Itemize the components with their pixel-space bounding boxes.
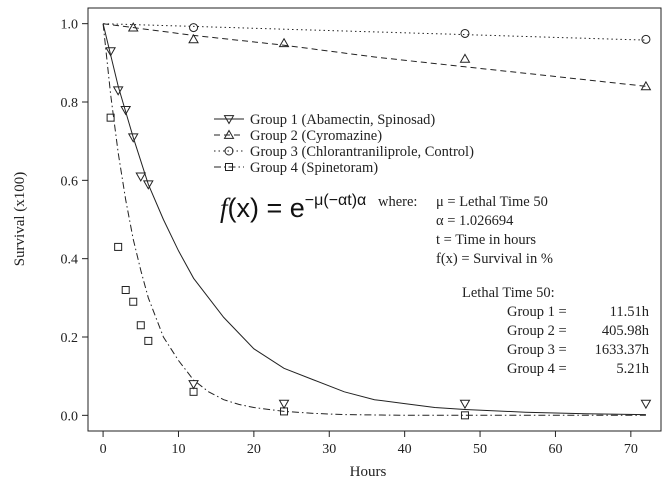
data-point-group-3 [460, 28, 470, 38]
legend-label: Group 3 (Chlorantraniliprole, Control) [250, 144, 474, 160]
lt50-row: Group 3 = 1633.37h [507, 341, 649, 360]
plot-frame [87, 7, 662, 432]
data-point-group-2 [188, 33, 199, 44]
y-tick-label: 0.2 [61, 331, 79, 346]
lt50-row: Group 4 = 5.21h [507, 360, 649, 379]
lt50-value: 5.21h [616, 361, 649, 377]
fit-curve-group-1 [102, 23, 646, 416]
data-point-group-2 [640, 80, 652, 91]
data-point-group-4 [280, 407, 289, 416]
legend-marker [223, 129, 235, 139]
data-point-group-3 [189, 23, 199, 33]
data-point-group-1 [278, 399, 290, 410]
data-point-group-2 [127, 22, 139, 32]
x-tick-label: 10 [171, 442, 185, 457]
data-point-group-1 [112, 86, 124, 96]
y-axis-label: Survival (x100) [12, 172, 28, 267]
data-point-group-2 [459, 53, 471, 63]
data-point-group-4 [121, 286, 130, 294]
y-tick-label: 0.8 [61, 96, 79, 111]
data-point-group-4 [114, 242, 123, 251]
lt50-label: Group 4 = [507, 361, 567, 377]
y-tick-label: 0.0 [61, 409, 79, 424]
data-point-group-4 [144, 336, 153, 345]
data-point-group-4 [106, 113, 115, 122]
lt50-label: Group 2 = [507, 323, 567, 339]
where-label: where: [378, 194, 418, 210]
y-tick-label: 0.4 [61, 253, 79, 268]
data-point-group-1 [459, 399, 471, 410]
x-tick-label: 70 [624, 442, 638, 457]
x-tick-label: 0 [100, 442, 107, 457]
data-point-group-2 [278, 37, 290, 48]
data-point-group-1 [640, 399, 652, 410]
data-point-group-1 [135, 172, 147, 182]
data-markers [105, 22, 652, 420]
where-line: α = 1.026694 [436, 213, 514, 229]
lt50-title: Lethal Time 50: [462, 285, 555, 301]
data-point-group-1 [105, 47, 116, 57]
data-point-group-4 [129, 297, 138, 306]
lt50-table: Group 1 = 11.51h Group 2 = 405.98h Group… [507, 303, 649, 379]
data-point-group-4 [460, 411, 469, 420]
x-tick-label: 40 [398, 442, 412, 457]
fit-curve-group-2 [103, 23, 646, 87]
lt50-row: Group 1 = 11.51h [507, 303, 649, 322]
x-tick-label: 60 [548, 442, 562, 457]
y-tick-label: 0.6 [61, 174, 79, 189]
legend-label: Group 2 (Cyromazine) [250, 128, 382, 144]
legend-marker [224, 146, 234, 156]
where-line: t = Time in hours [436, 232, 537, 248]
data-point-group-4 [136, 321, 145, 330]
data-point-group-4 [189, 387, 198, 396]
lt50-row: Group 2 = 405.98h [507, 322, 649, 341]
where-line: f(x) = Survival in % [436, 251, 553, 267]
lt50-value: 405.98h [601, 323, 649, 339]
x-tick-label: 50 [473, 442, 487, 457]
x-tick-label: 30 [322, 442, 336, 457]
lt50-value: 1633.37h [594, 342, 649, 358]
y-tick-label: 1.0 [61, 18, 79, 33]
legend-marker [225, 163, 233, 171]
survival-formula: f(x) = e−μ(−αt)α [220, 192, 366, 224]
data-point-group-3 [641, 34, 651, 44]
legend: Group 1 (Abamectin, Spinosad)Group 2 (Cy… [214, 112, 474, 176]
lt50-label: Group 3 = [507, 342, 567, 358]
fit-curve-group-3 [103, 23, 646, 41]
legend-label: Group 1 (Abamectin, Spinosad) [250, 112, 435, 128]
formula-body: (x) = e [227, 193, 305, 223]
formula-fx: f [220, 193, 228, 223]
x-axis-label: Hours [350, 464, 387, 480]
legend-marker [223, 115, 235, 125]
data-point-group-1 [127, 133, 139, 143]
legend-label: Group 4 (Spinetoram) [250, 160, 378, 176]
where-line: μ = Lethal Time 50 [436, 194, 548, 210]
lt50-value: 11.51h [609, 304, 649, 320]
where-definitions: μ = Lethal Time 50 α = 1.026694 t = Time… [436, 193, 553, 269]
data-point-group-1 [188, 380, 199, 390]
x-tick-label: 20 [247, 442, 261, 457]
data-point-group-1 [142, 180, 154, 190]
data-point-group-1 [120, 105, 132, 116]
axes: 0 10 20 30 40 50 60 70 0.0 0.2 0.4 0.6 0.8 1.0 [61, 18, 638, 457]
lt50-label: Group 1 = [507, 304, 567, 320]
formula-exponent: −μ(−αt)α [304, 192, 367, 209]
